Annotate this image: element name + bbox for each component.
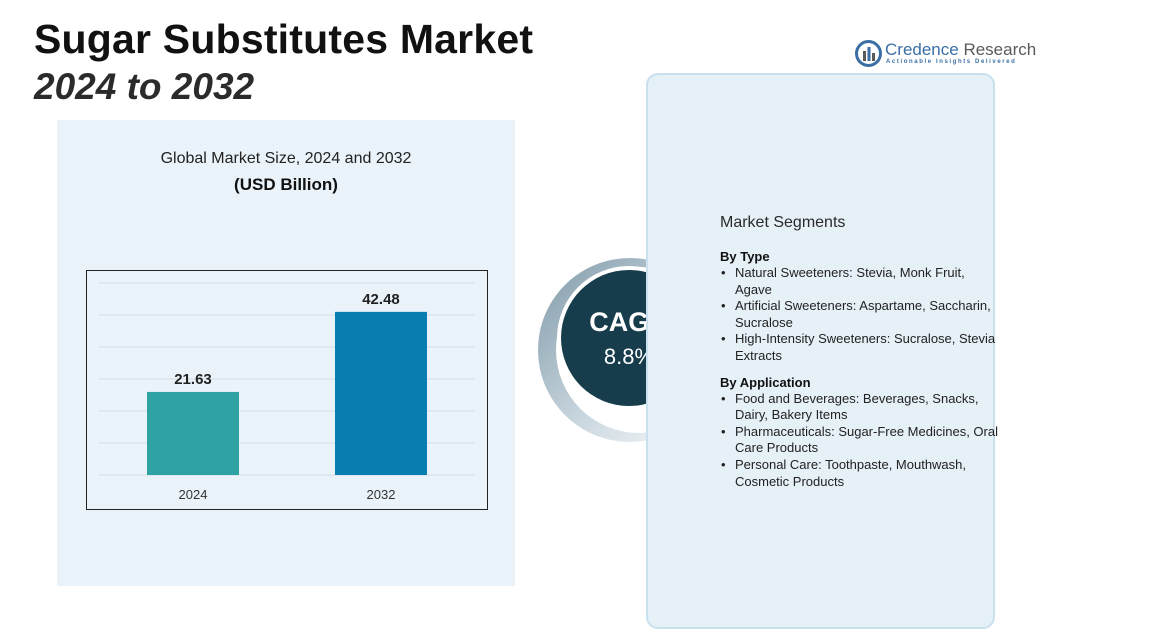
brand-name-part2: Research	[963, 40, 1037, 59]
brand-name: Credence Research	[885, 40, 1036, 60]
brand-logo: Credence Research Actionable Insights De…	[855, 38, 1036, 72]
segment-item: • Artificial Sweeteners: Aspartame, Sacch…	[720, 298, 1000, 331]
segment-list: • Natural Sweeteners: Stevia, Monk Fruit,…	[720, 265, 1000, 365]
segment-group-type: By Type • Natural Sweeteners: Stevia, Mon…	[720, 249, 1000, 365]
segment-item: • Food and Beverages: Beverages, Snacks, …	[720, 391, 1000, 424]
segment-item-text: High-Intensity Sweeteners: Sucralose, St…	[735, 331, 996, 363]
cagr-value: 8.8%	[603, 344, 655, 369]
segment-group-title: By Type	[720, 249, 770, 264]
bar-chart: 21.63 2024 42.48 2032	[99, 282, 475, 502]
chart-panel: Global Market Size, 2024 and 2032 (USD B…	[57, 120, 515, 586]
page-title: Sugar Substitutes Market	[34, 16, 534, 62]
segment-item-text: Natural Sweeteners: Stevia, Monk Fruit, …	[735, 265, 965, 297]
bullet-icon: •	[721, 265, 726, 280]
bullet-icon: •	[721, 423, 726, 439]
bullet-icon: •	[721, 456, 726, 472]
chart-title: Global Market Size, 2024 and 2032	[160, 150, 412, 167]
segment-group-title: By Application	[720, 374, 811, 390]
segments-content: Market Segments By Type • Natural Sweeten…	[720, 214, 1000, 500]
bullet-icon: •	[721, 298, 726, 314]
x-tick-label-2032: 2032	[367, 487, 396, 502]
brand-tagline: Actionable Insights Delivered	[886, 59, 1017, 65]
segment-item: • Personal Care: Toothpaste, Mouthwash, C…	[720, 457, 1000, 490]
segment-item-text: Food and Beverages: Beverages, Snacks, D…	[735, 390, 979, 423]
segment-item: • Natural Sweeteners: Stevia, Monk Fruit,…	[720, 265, 1000, 298]
bullet-icon: •	[721, 331, 726, 347]
bar-2024	[147, 391, 239, 475]
data-label-2024: 21.63	[174, 371, 212, 388]
chart-frame: 21.63 2024 42.48 2032	[86, 270, 488, 510]
x-tick-label-2024: 2024	[179, 487, 208, 502]
segment-item: • High-Intensity Sweeteners: Sucralose, S…	[720, 331, 1000, 364]
segments-panel	[646, 73, 995, 629]
segment-group-application: By Application • Food and Beverages: Beve…	[720, 375, 1000, 491]
segments-title: Market Segments	[720, 214, 846, 231]
page-subtitle: 2024 to 2032	[34, 66, 255, 107]
bullet-icon: •	[721, 390, 726, 406]
brand-name-part1: Credence	[885, 40, 959, 59]
data-label-2032: 42.48	[362, 291, 400, 308]
segment-list: • Food and Beverages: Beverages, Snacks, …	[720, 391, 1000, 491]
segment-item-text: Personal Care: Toothpaste, Mouthwash, Co…	[735, 456, 967, 489]
bar-2032	[335, 311, 427, 475]
credence-logo-icon	[855, 40, 882, 67]
segment-item-text: Pharmaceuticals: Sugar-Free Medicines, O…	[735, 423, 998, 456]
segment-item-text: Artificial Sweeteners: Aspartame, Saccha…	[735, 298, 991, 330]
segment-item: • Pharmaceuticals: Sugar-Free Medicines, …	[720, 424, 1000, 457]
chart-unit-label: (USD Billion)	[234, 175, 338, 194]
